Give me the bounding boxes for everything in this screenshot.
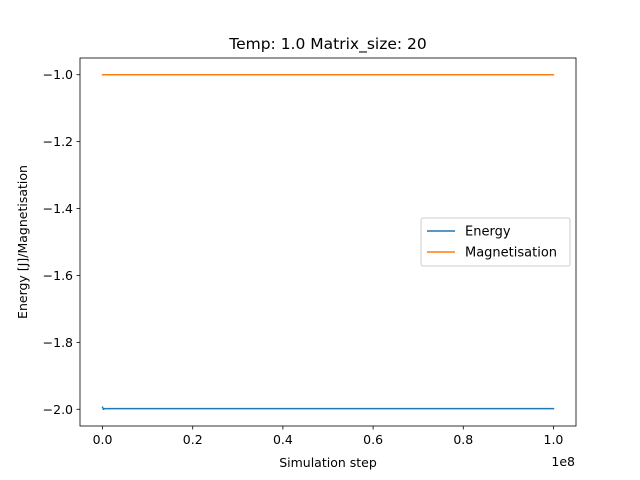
series-line-energy — [101, 406, 555, 411]
x-tick-label: 0.2 — [183, 432, 203, 447]
plot-area — [79, 57, 577, 427]
plot-frame — [79, 57, 577, 427]
y-tick-label: −1.2 — [43, 134, 73, 149]
y-tick-label: −1.6 — [43, 268, 73, 283]
x-offset-text: 1e8 — [551, 454, 575, 469]
y-tick-label: −1.8 — [43, 335, 73, 350]
legend-label-energy: Energy — [465, 225, 511, 240]
y-tick-label: −1.4 — [43, 201, 73, 216]
legend-box — [420, 217, 571, 267]
x-tick-label: 1.0 — [544, 432, 564, 447]
x-tick-label: 0.6 — [363, 432, 383, 447]
x-tick-label: 0.4 — [273, 432, 293, 447]
x-axis-label: Simulation step — [279, 455, 377, 470]
y-axis-label: Energy [J]/Magnetisation — [15, 165, 30, 319]
legend-label-magnetisation: Magnetisation — [465, 246, 557, 261]
y-tick-label: −1.0 — [43, 67, 73, 82]
y-tick-label: −2.0 — [43, 402, 73, 417]
y-axis: −2.0 −1.8 −1.6 −1.4 −1.2 −1.0 — [43, 67, 80, 417]
legend: Energy Magnetisation — [420, 217, 571, 267]
x-axis: 0.0 0.2 0.4 0.6 0.8 1.0 — [93, 426, 564, 447]
x-tick-label: 0.0 — [93, 432, 113, 447]
chart-title: Temp: 1.0 Matrix_size: 20 — [228, 35, 427, 54]
x-tick-label: 0.8 — [453, 432, 473, 447]
